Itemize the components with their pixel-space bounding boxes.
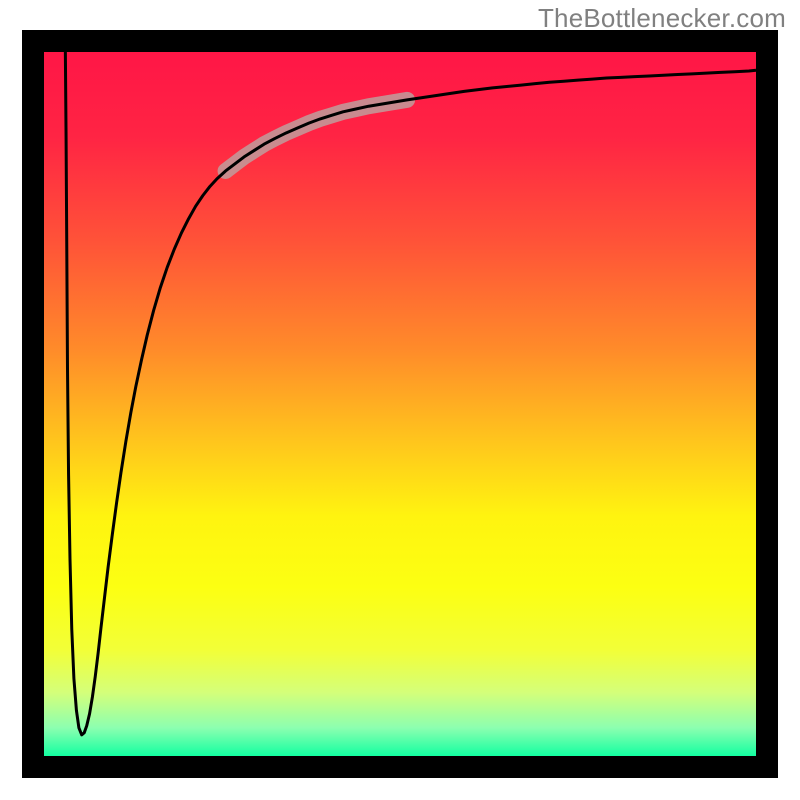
chart-container: { "canvas": { "width": 800, "height": 80… — [0, 0, 800, 800]
watermark-label: TheBottlenecker.com — [538, 3, 786, 34]
plot-area — [22, 30, 778, 778]
plot-gradient-background — [44, 52, 756, 756]
